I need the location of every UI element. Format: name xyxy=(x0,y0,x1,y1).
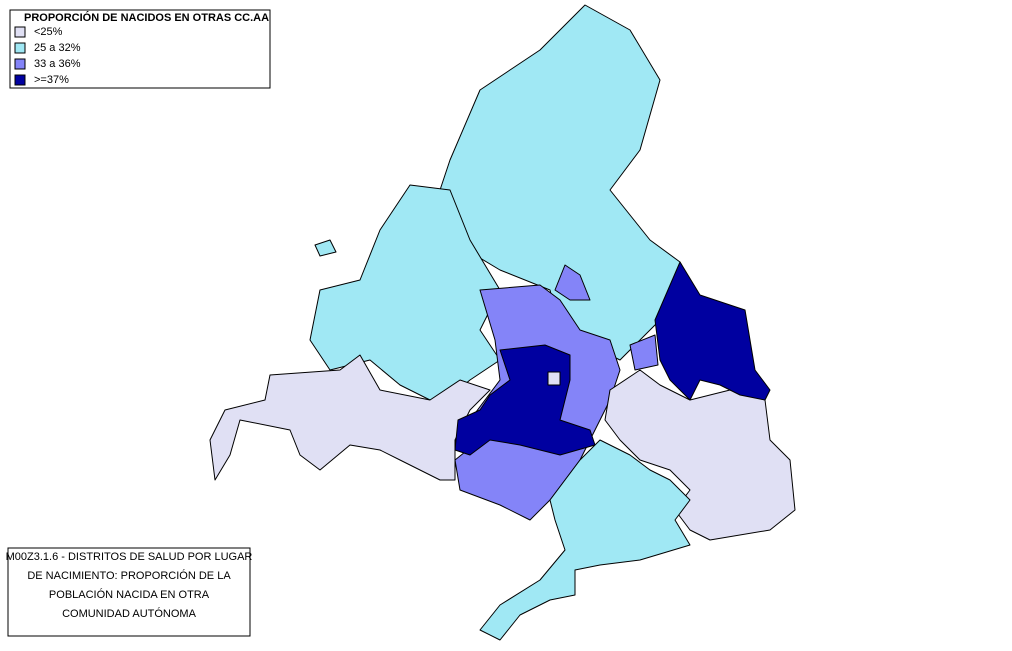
caption-line: POBLACIÓN NACIDA EN OTRA xyxy=(49,588,210,601)
legend-swatch xyxy=(14,42,26,54)
region xyxy=(314,239,337,257)
legend-swatch xyxy=(14,26,26,38)
map xyxy=(209,4,796,641)
caption: M00Z3.1.6 - DISTRITOS DE SALUD POR LUGAR… xyxy=(6,547,253,637)
legend-label: 33 a 36% xyxy=(34,58,81,70)
caption-line: COMUNIDAD AUTÓNOMA xyxy=(62,607,197,620)
legend-swatch xyxy=(14,58,26,70)
caption-line: M00Z3.1.6 - DISTRITOS DE SALUD POR LUGAR xyxy=(6,551,253,563)
region xyxy=(629,334,659,371)
legend-title: PROPORCIÓN DE NACIDOS EN OTRAS CC.AA xyxy=(24,11,269,24)
legend-box xyxy=(9,9,271,89)
legend: PROPORCIÓN DE NACIDOS EN OTRAS CC.AA <25… xyxy=(9,9,271,89)
region xyxy=(654,261,771,401)
region xyxy=(547,371,561,386)
legend-label: >=37% xyxy=(34,74,69,86)
region xyxy=(309,184,501,406)
legend-label: <25% xyxy=(34,26,63,38)
region xyxy=(209,354,491,481)
region xyxy=(439,4,701,361)
caption-box xyxy=(7,547,251,637)
region xyxy=(479,439,691,641)
legend-label: 25 a 32% xyxy=(34,42,81,54)
region xyxy=(554,264,591,301)
caption-line: DE NACIMIENTO: PROPORCIÓN DE LA xyxy=(27,569,231,582)
legend-swatch xyxy=(14,74,26,86)
